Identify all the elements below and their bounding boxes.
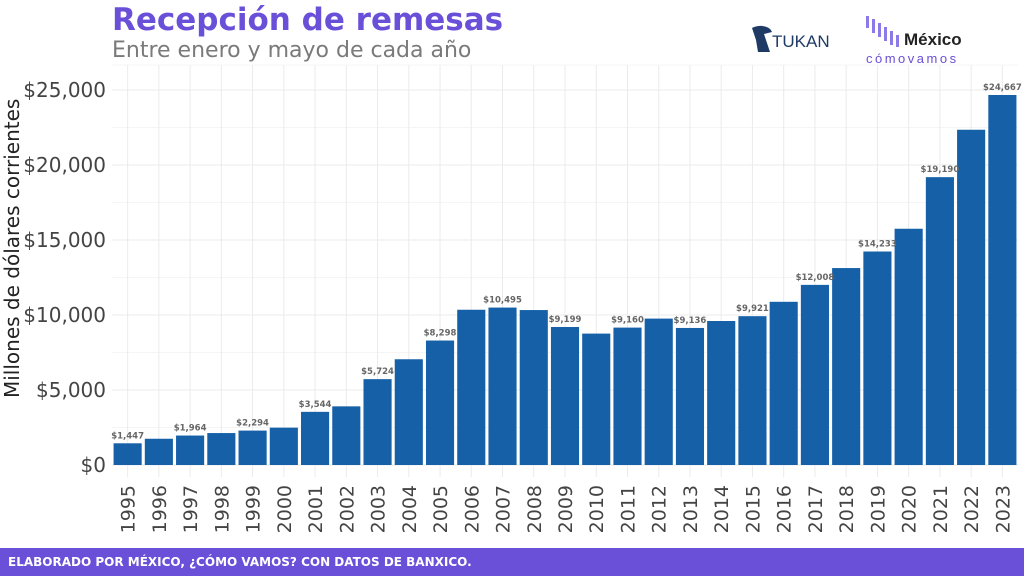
y-axis-ticks: $0 $5,000 $10,000 $15,000 $20,000 $25,000 — [23, 78, 106, 477]
bar — [144, 438, 173, 465]
bar — [207, 433, 236, 465]
x-tick-label: 2021 — [930, 485, 952, 533]
data-label: $2,294 — [236, 419, 269, 429]
bars-icon — [866, 16, 899, 47]
bar — [113, 443, 142, 465]
x-tick-label: 2013 — [680, 485, 702, 533]
bars — [113, 94, 1017, 466]
x-tick-label: 2005 — [430, 485, 452, 533]
bar — [957, 129, 986, 465]
x-tick-label: 2023 — [992, 485, 1014, 533]
bar — [644, 318, 673, 465]
data-label: $9,136 — [674, 316, 707, 326]
x-tick-label: 2008 — [524, 485, 546, 533]
y-tick-label: $5,000 — [36, 378, 106, 402]
x-tick-label: 2009 — [555, 485, 577, 533]
data-label: $1,964 — [174, 424, 207, 434]
bar — [675, 327, 705, 465]
bar — [176, 435, 205, 465]
bar — [613, 327, 642, 465]
x-tick-label: 2022 — [961, 485, 983, 533]
data-label: $3,544 — [299, 400, 332, 410]
x-tick-label: 2014 — [711, 485, 733, 533]
x-tick-label: 2003 — [368, 485, 390, 533]
bar — [769, 301, 798, 465]
x-axis-ticks: 1995 1996 1997 1998 1999 2000 2001 2002 2003 2004… — [118, 485, 1015, 533]
bar — [707, 321, 736, 465]
data-label: $14,233 — [858, 240, 897, 250]
chart-subtitle: Entre enero y mayo de cada año — [112, 38, 472, 63]
footer-bar: ELABORADO POR MÉXICO, ¿CÓMO VAMOS? CON D… — [0, 548, 1024, 576]
x-tick-label: 2018 — [836, 485, 858, 533]
x-tick-label: 2010 — [586, 485, 608, 533]
x-tick-label: 2001 — [305, 485, 327, 533]
y-tick-label: $15,000 — [23, 228, 106, 252]
footer-source-text: ELABORADO POR MÉXICO, ¿CÓMO VAMOS? CON D… — [8, 555, 472, 569]
bar — [425, 340, 455, 465]
y-tick-label: $20,000 — [23, 153, 106, 177]
data-label: $5,724 — [361, 367, 394, 377]
x-tick-label: 2011 — [617, 485, 639, 533]
y-tick-label: $25,000 — [23, 78, 106, 102]
x-tick-label: 2006 — [461, 485, 483, 533]
bar — [519, 310, 548, 465]
como-vamos-logo-text: cómovamos — [866, 51, 959, 66]
bar — [394, 359, 423, 465]
x-tick-label: 1996 — [149, 485, 171, 533]
bar — [582, 333, 611, 465]
data-label: $9,160 — [611, 316, 644, 326]
bar — [550, 327, 580, 465]
x-tick-label: 2017 — [805, 485, 827, 533]
x-tick-label: 2012 — [649, 485, 671, 533]
bar — [301, 411, 330, 465]
data-label: $10,495 — [483, 296, 522, 306]
chart-title: Recepción de remesas — [112, 2, 504, 38]
bar — [988, 94, 1017, 466]
mexico-logo-text: México — [904, 30, 962, 49]
bar — [894, 228, 923, 465]
bar — [925, 177, 954, 465]
data-label: $24,667 — [983, 83, 1022, 93]
bar — [238, 430, 267, 465]
y-tick-label: $0 — [81, 453, 106, 477]
toucan-icon — [752, 25, 772, 52]
x-tick-label: 1998 — [211, 485, 233, 533]
bar — [457, 309, 486, 465]
bar — [363, 379, 392, 465]
bar — [269, 427, 298, 465]
data-label: $1,447 — [111, 431, 144, 441]
tukan-logo-text: TUKAN — [772, 32, 830, 51]
tukan-logo: TUKAN — [752, 25, 830, 52]
data-label: $19,190 — [921, 165, 960, 175]
x-tick-label: 2007 — [493, 485, 515, 533]
x-tick-label: 2000 — [274, 485, 296, 533]
x-tick-label: 2002 — [336, 485, 358, 533]
x-tick-label: 2015 — [742, 485, 764, 533]
x-tick-label: 2004 — [399, 485, 421, 533]
data-label: $9,199 — [549, 315, 582, 325]
bar-chart: $0 $5,000 $10,000 $15,000 $20,000 $25,000 $1,… — [23, 64, 1022, 533]
bar — [738, 316, 767, 465]
x-tick-label: 1997 — [180, 485, 202, 533]
data-label: $12,008 — [796, 273, 835, 283]
x-tick-label: 2019 — [867, 485, 889, 533]
x-tick-label: 2016 — [774, 485, 796, 533]
x-tick-label: 1995 — [118, 485, 140, 533]
bar — [800, 284, 829, 465]
data-label: $8,298 — [424, 329, 457, 339]
x-tick-label: 2020 — [899, 485, 921, 533]
mexico-como-vamos-logo: México cómovamos — [866, 16, 962, 66]
data-label: $9,921 — [736, 304, 769, 314]
bar — [488, 307, 517, 465]
x-tick-label: 1999 — [243, 485, 265, 533]
bar — [832, 268, 861, 465]
bar — [863, 251, 892, 465]
y-tick-label: $10,000 — [23, 303, 106, 327]
bar — [332, 406, 361, 465]
data-labels: $1,447 $1,964 $2,294 $3,544 $5,724 $8,298 $10,… — [111, 83, 1022, 441]
